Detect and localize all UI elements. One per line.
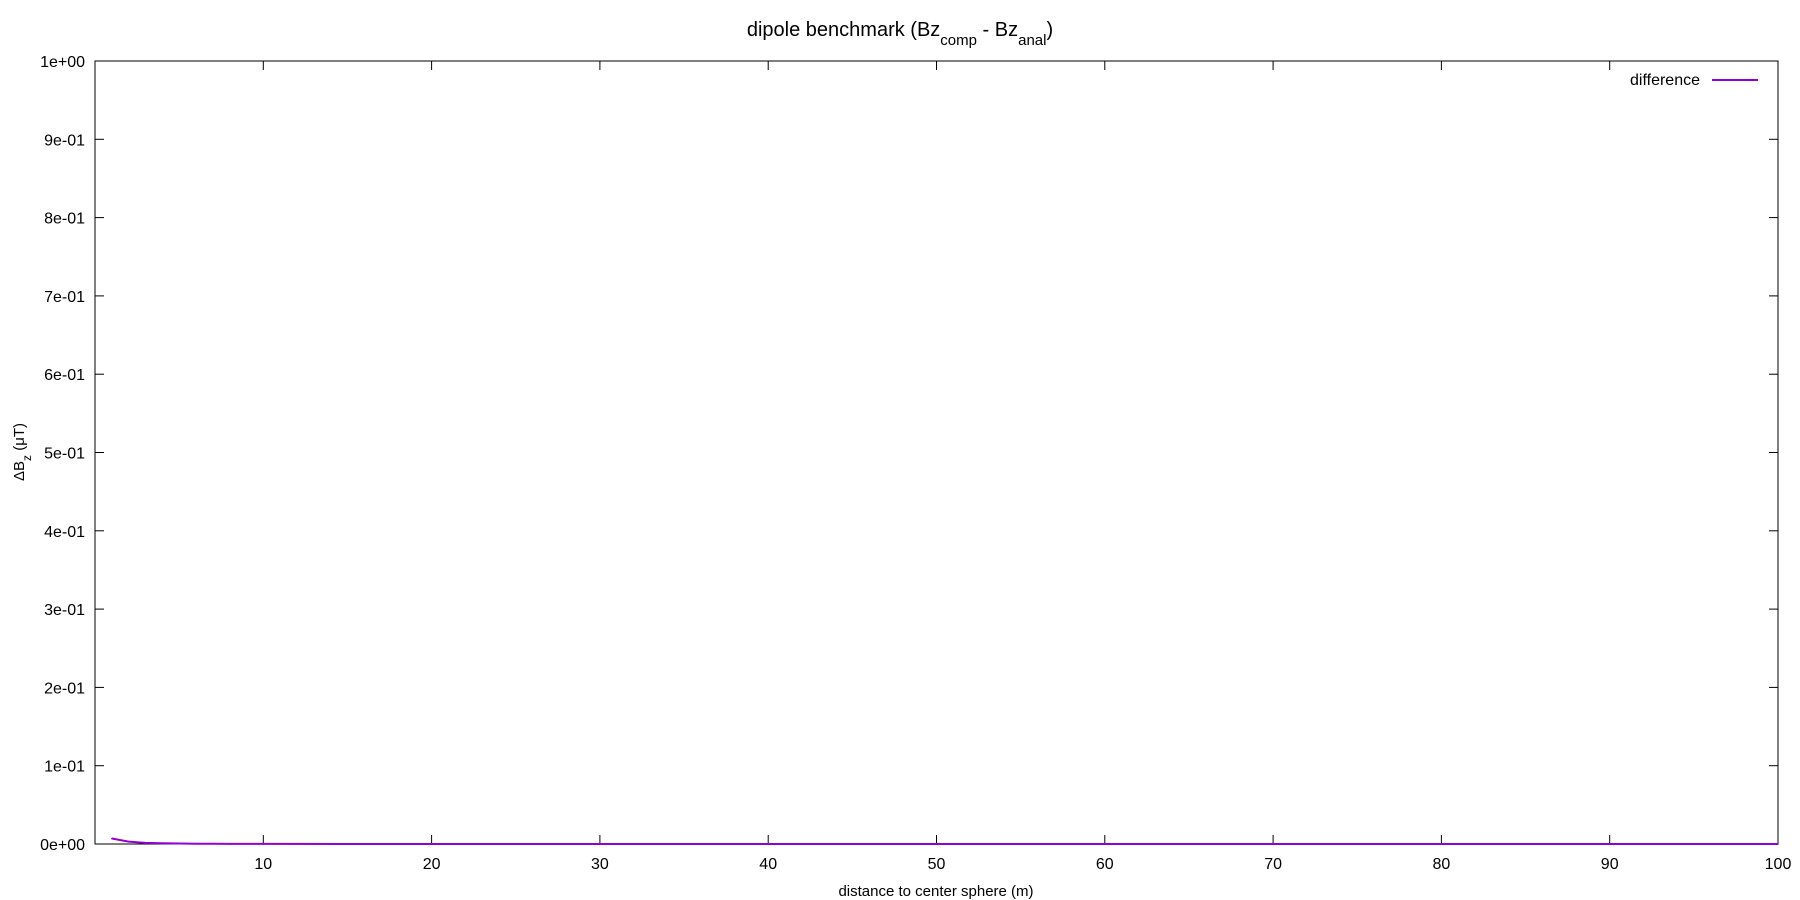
y-tick-label: 6e-01 bbox=[44, 367, 85, 384]
ylabel-subscript: z bbox=[20, 455, 34, 461]
legend-label: difference bbox=[1630, 72, 1700, 89]
series-point bbox=[161, 842, 164, 845]
ylabel-part: (μT) bbox=[11, 423, 28, 455]
y-tick-label: 9e-01 bbox=[44, 132, 85, 149]
x-tick-label: 90 bbox=[1601, 856, 1619, 873]
y-tick-label: 2e-01 bbox=[44, 680, 85, 697]
series-point bbox=[212, 842, 214, 845]
x-tick-label: 80 bbox=[1433, 856, 1451, 873]
x-tick-label: 30 bbox=[591, 856, 609, 873]
series-point bbox=[599, 843, 601, 845]
series-point bbox=[1440, 843, 1443, 845]
plot-frame bbox=[94, 60, 1779, 845]
x-tick-label: 60 bbox=[1096, 856, 1114, 873]
chart-title: dipole benchmark (Bzcomp - Bzanal) bbox=[747, 19, 1053, 49]
y-axis-title: ΔBz (μT) bbox=[11, 423, 34, 481]
y-tick-label: 0e+00 bbox=[40, 837, 85, 854]
x-tick-label: 50 bbox=[928, 856, 946, 873]
y-tick-label: 1e+00 bbox=[40, 54, 85, 71]
series-point bbox=[935, 843, 938, 845]
series-point bbox=[430, 843, 433, 845]
series-point bbox=[195, 842, 197, 845]
title-subscript: comp bbox=[940, 32, 977, 49]
x-tick-label: 70 bbox=[1264, 856, 1282, 873]
series-point bbox=[767, 843, 769, 845]
y-tick-label: 8e-01 bbox=[44, 211, 85, 228]
axis-ticks: 10 20 30 40 50 60 70 80 90 100 0e+00 1e-01 2e-01 3e-0… bbox=[40, 54, 1791, 873]
legend: difference bbox=[1630, 72, 1758, 89]
series-point bbox=[262, 843, 265, 845]
series-point bbox=[1608, 843, 1611, 845]
y-axis-title-text: ΔBz (μT) bbox=[11, 423, 34, 481]
x-tick-label: 20 bbox=[423, 856, 441, 873]
title-subscript: anal bbox=[1018, 32, 1046, 49]
series-group bbox=[111, 837, 1779, 845]
series-point bbox=[1777, 843, 1779, 845]
y-tick-label: 1e-01 bbox=[44, 759, 85, 776]
x-axis-title: distance to center sphere (m) bbox=[838, 883, 1033, 900]
y-tick-label: 4e-01 bbox=[44, 524, 85, 541]
series-point bbox=[346, 843, 349, 845]
series-point bbox=[1272, 843, 1274, 845]
title-part: ) bbox=[1046, 19, 1053, 41]
title-part: dipole benchmark (Bz bbox=[747, 19, 940, 41]
title-part: - Bz bbox=[977, 19, 1018, 41]
series-point bbox=[178, 842, 180, 845]
y-tick-label: 3e-01 bbox=[44, 602, 85, 619]
y-tick-label: 7e-01 bbox=[44, 289, 85, 306]
series-line-difference bbox=[111, 837, 1778, 845]
chart-title-text: dipole benchmark (Bzcomp - Bzanal) bbox=[747, 19, 1053, 49]
series-point bbox=[228, 843, 231, 845]
y-tick-label: 5e-01 bbox=[44, 446, 85, 463]
ylabel-part: ΔB bbox=[11, 461, 28, 481]
series-point bbox=[144, 842, 147, 844]
x-tick-label: 10 bbox=[254, 856, 272, 873]
series-point bbox=[127, 840, 130, 843]
x-tick-label: 100 bbox=[1765, 856, 1792, 873]
series-point bbox=[1104, 843, 1106, 845]
x-tick-label: 40 bbox=[759, 856, 777, 873]
series-point bbox=[111, 837, 113, 840]
